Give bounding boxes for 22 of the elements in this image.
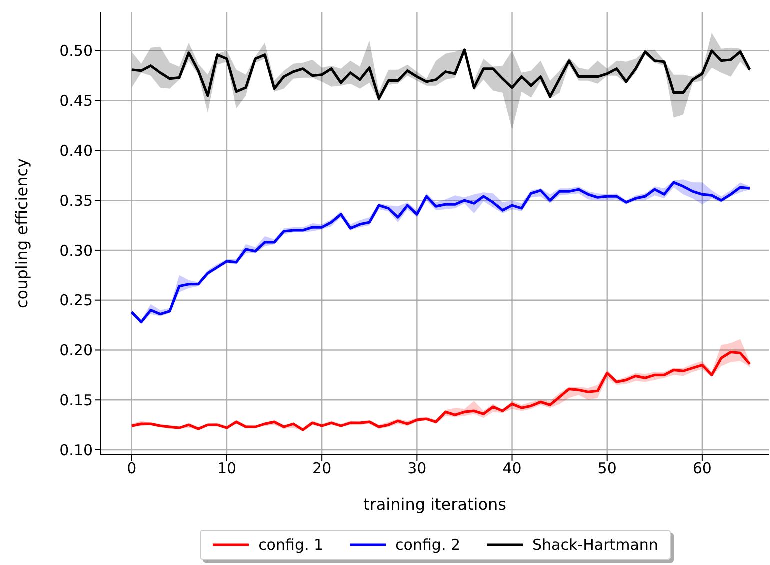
y-tick-label: 0.20 xyxy=(60,342,93,360)
y-tick-label: 0.10 xyxy=(60,441,93,460)
y-tick-label: 0.15 xyxy=(60,391,93,410)
legend-label: Shack-Hartmann xyxy=(532,536,658,554)
x-tick-label: 60 xyxy=(692,460,712,478)
y-tick-label: 0.30 xyxy=(60,242,93,260)
x-tick-label: 30 xyxy=(408,460,427,478)
y-tick-label: 0.50 xyxy=(60,42,93,60)
y-tick-label: 0.40 xyxy=(60,142,93,160)
x-tick-label: 20 xyxy=(312,460,332,478)
x-tick-label: 50 xyxy=(598,460,617,478)
x-tick-label: 0 xyxy=(127,460,137,478)
x-axis-title: training iterations xyxy=(364,495,506,514)
y-axis-title: coupling efficiency xyxy=(12,158,32,308)
x-tick-label: 40 xyxy=(502,460,522,478)
line-series xyxy=(130,48,752,100)
y-tick-label: 0.35 xyxy=(60,192,93,210)
y-tick-label: 0.45 xyxy=(60,92,93,110)
y-tick-label: 0.25 xyxy=(60,292,93,310)
x-tick-label: 10 xyxy=(217,460,237,478)
legend-label: config. 2 xyxy=(396,536,461,554)
legend-label: config. 1 xyxy=(258,536,324,554)
